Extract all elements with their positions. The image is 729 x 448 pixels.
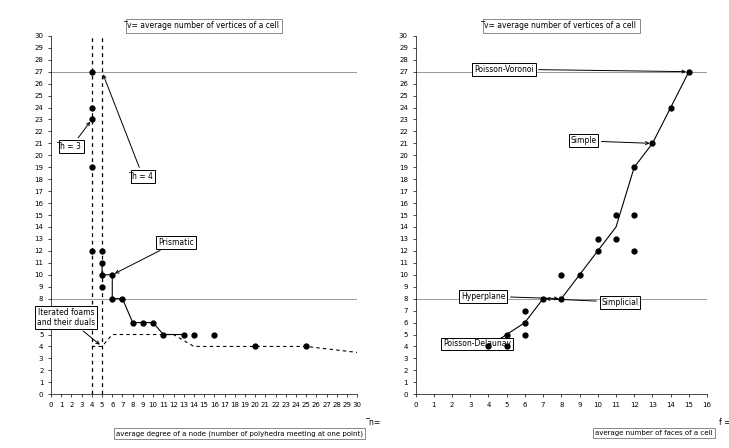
Text: ̅v= average number of vertices of a cell: ̅v= average number of vertices of a cell	[128, 22, 280, 30]
Text: Iterated foams
and their duals: Iterated foams and their duals	[37, 307, 99, 344]
Text: average number of faces of a cell: average number of faces of a cell	[596, 430, 713, 436]
Text: ̅v= average number of vertices of a cell: ̅v= average number of vertices of a cell	[486, 22, 637, 30]
Text: average degree of a node (number of polyhedra meeting at one point): average degree of a node (number of poly…	[117, 430, 363, 437]
Text: f =: f =	[719, 418, 729, 426]
Text: ̅n=: ̅n=	[370, 418, 381, 426]
Text: Simple: Simple	[570, 136, 649, 145]
Text: Poisson-Voronoi: Poisson-Voronoi	[474, 65, 685, 73]
Text: Hyperplane: Hyperplane	[461, 292, 558, 301]
Text: ̅h = 4: ̅h = 4	[103, 75, 153, 181]
Text: Simplicial: Simplicial	[547, 297, 639, 306]
Text: ̅h = 3: ̅h = 3	[61, 123, 90, 151]
Text: Prismatic: Prismatic	[116, 238, 194, 273]
Text: Poisson-Delaunay: Poisson-Delaunay	[443, 340, 511, 349]
